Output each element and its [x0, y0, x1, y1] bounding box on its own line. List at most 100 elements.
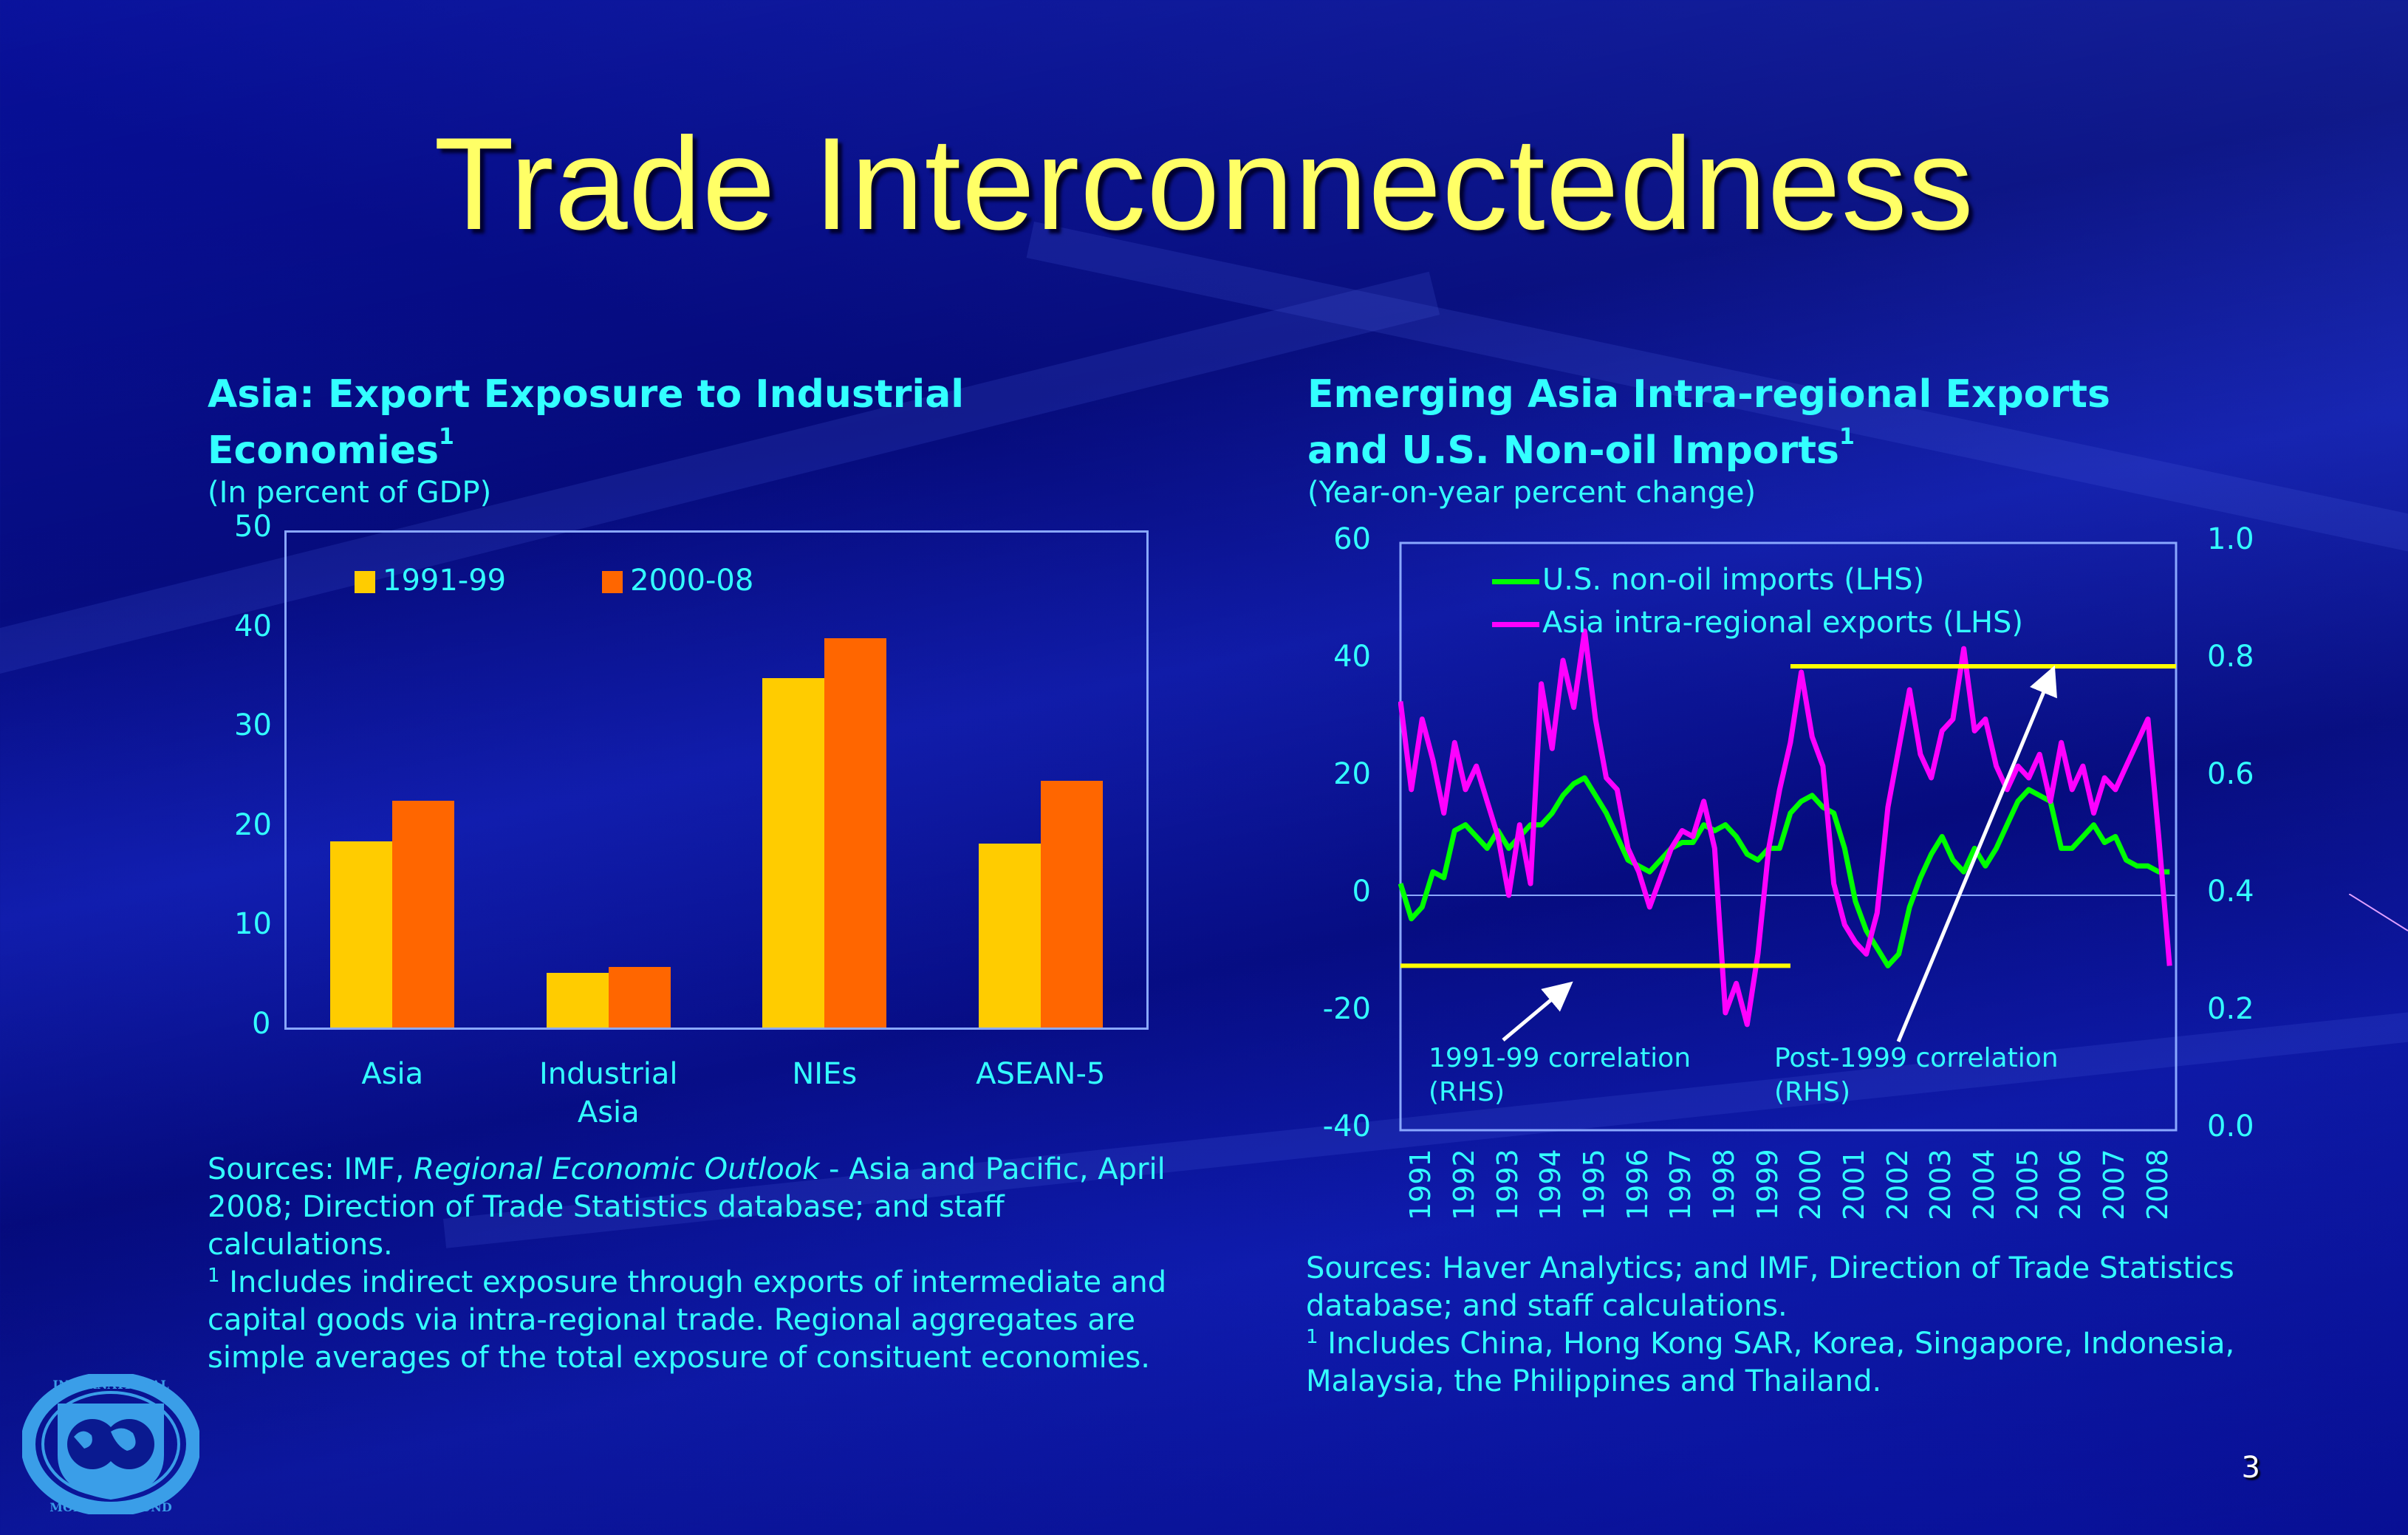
bar-2000-08: [824, 638, 887, 1028]
annotation-text: Post-1999 correlation: [1774, 1043, 2059, 1073]
x-tick-label: ASEAN-5: [930, 1055, 1152, 1093]
legend-label: 2000-08: [630, 564, 754, 598]
sources-text: Sources: Haver Analytics; and IMF, Direc…: [1306, 1251, 2234, 1323]
legend-label: U.S. non-oil imports (LHS): [1542, 563, 1925, 597]
bar-2000-08: [392, 801, 455, 1028]
annotation-text: (RHS): [1774, 1077, 1851, 1107]
legend-swatch-icon: [602, 571, 623, 593]
left-chart-title-line1: Asia: Export Exposure to Industrial: [208, 372, 965, 417]
footnote-marker: 1: [439, 424, 454, 450]
x-tick-label-line: Asia: [361, 1057, 424, 1091]
series-line-0: [1398, 775, 2170, 968]
slide-title: Trade Interconnectedness: [434, 110, 1974, 257]
sources-text: - Asia and Pacific, April 2008; Directio…: [208, 1152, 1166, 1262]
bar-1991-99: [762, 677, 825, 1028]
footnote-text: Includes indirect exposure through expor…: [208, 1265, 1167, 1375]
y-left-tick-label: 40: [1333, 640, 1371, 674]
x-tick-label: 1996: [1621, 1149, 1654, 1220]
left-chart-title-line2: Economies1: [208, 423, 964, 479]
right-chart-subtitle: (Year-on-year percent change): [1307, 476, 1757, 510]
x-tick-label: 1999: [1751, 1149, 1784, 1220]
x-tick-label-line: ASEAN-5: [976, 1057, 1106, 1091]
footnote-marker: 1: [1839, 424, 1855, 450]
page-number: 3: [2241, 1451, 2260, 1485]
y-right-tick-label: 0.6: [2207, 757, 2254, 791]
x-tick-label: 2000: [1794, 1149, 1827, 1220]
left-chart-title: Asia: Export Exposure to Industrial Econ…: [208, 366, 964, 479]
right-chart-plot-area: [1398, 541, 2178, 1132]
x-tick-label: 2002: [1881, 1149, 1914, 1220]
x-tick-label: 1991: [1404, 1149, 1437, 1220]
annotation-arrow-2: [1896, 665, 2057, 1042]
y-right-tick-label: 0.0: [2207, 1110, 2254, 1143]
y-right-tick-label: 0.2: [2207, 992, 2254, 1026]
sources-text: Sources: IMF,: [208, 1152, 414, 1186]
left-chart-bars: [287, 533, 1146, 1028]
x-tick-label: 2003: [1924, 1149, 1957, 1220]
y-right-tick-label: 0.4: [2207, 875, 2254, 909]
legend-label: 1991-99: [383, 564, 507, 598]
bar-1991-99: [978, 843, 1041, 1028]
x-tick-label: NIEs: [714, 1055, 935, 1093]
right-chart-sources: Sources: Haver Analytics; and IMF, Direc…: [1306, 1250, 2237, 1401]
x-tick-label: 1993: [1491, 1149, 1524, 1220]
y-tick-label: 50: [234, 510, 272, 544]
series-line-1: [1398, 628, 2172, 1028]
sources-italic-title: Regional Economic Outlook: [414, 1152, 820, 1186]
annotation-text: (RHS): [1429, 1077, 1505, 1107]
left-chart-legend: 1991-99 2000-08: [355, 564, 753, 598]
legend-label: Asia intra-regional exports (LHS): [1542, 606, 2024, 640]
right-chart-legend: U.S. non-oil imports (LHS) Asia intra-reg…: [1492, 558, 2023, 644]
x-tick-label: 2006: [2054, 1149, 2087, 1220]
x-tick-label-line: Asia: [577, 1095, 640, 1129]
legend-line-icon: [1492, 578, 1539, 584]
footnote-marker: 1: [1306, 1326, 1318, 1348]
legend-line-icon: [1492, 621, 1539, 627]
left-chart-sources: Sources: IMF, Regional Economic Outlook …: [208, 1151, 1168, 1377]
svg-text:MONETARY FUND: MONETARY FUND: [49, 1500, 172, 1514]
y-tick-label: 10: [234, 907, 272, 942]
annotation-arrow-1: [1502, 981, 1573, 1042]
svg-text:INTERNATIONAL: INTERNATIONAL: [52, 1378, 168, 1392]
y-left-tick-label: -20: [1322, 992, 1371, 1026]
bar-2000-08: [608, 967, 671, 1028]
y-tick-label: 40: [234, 609, 272, 643]
y-right-tick-label: 1.0: [2207, 522, 2254, 556]
bar-1991-99: [330, 841, 393, 1028]
y-left-tick-label: -40: [1322, 1110, 1371, 1143]
x-tick-label: 1995: [1577, 1149, 1610, 1220]
annotation-1991-99-correlation: 1991-99 correlation (RHS): [1429, 1042, 1691, 1110]
y-right-tick-label: 0.8: [2207, 640, 2254, 674]
legend-item: 1991-99: [355, 564, 506, 598]
x-tick-label-line: NIEs: [792, 1057, 858, 1091]
bar-2000-08: [1040, 781, 1103, 1028]
x-tick-label: 2008: [2141, 1149, 2174, 1220]
y-tick-label: 30: [234, 708, 272, 743]
x-tick-label: Industrial Asia: [498, 1055, 719, 1132]
legend-item: Asia intra-regional exports (LHS): [1492, 601, 2023, 644]
legend-item: U.S. non-oil imports (LHS): [1492, 558, 2023, 601]
y-tick-label: 0: [252, 1007, 271, 1041]
left-chart-subtitle: (In percent of GDP): [208, 476, 492, 510]
plot-frame: [1399, 541, 2178, 1132]
x-tick-label: Asia: [281, 1055, 503, 1093]
x-tick-label-line: Industrial: [538, 1057, 678, 1091]
x-tick-label: 1992: [1447, 1149, 1480, 1220]
y-left-tick-label: 60: [1333, 522, 1371, 556]
imf-logo-icon: INTERNATIONAL MONETARY FUND: [22, 1374, 199, 1514]
x-tick-label: 2001: [1837, 1149, 1870, 1220]
x-tick-label: 2007: [2097, 1149, 2130, 1220]
x-tick-label: 2005: [2011, 1149, 2044, 1220]
x-tick-label: 1994: [1534, 1149, 1567, 1220]
x-tick-label: 1997: [1664, 1149, 1697, 1220]
footnote-marker: 1: [208, 1265, 220, 1287]
y-tick-label: 20: [234, 807, 272, 842]
left-chart-plot-area: 1991-99 2000-08: [284, 530, 1149, 1030]
x-tick-label: 2004: [1967, 1149, 2000, 1220]
annotation-post-1999-correlation: Post-1999 correlation (RHS): [1774, 1042, 2059, 1110]
x-tick-label: 1998: [1707, 1149, 1740, 1220]
bar-1991-99: [546, 973, 609, 1028]
right-chart-title-line1: Emerging Asia Intra-regional Exports: [1307, 372, 2110, 417]
left-chart-title-text: Economies: [208, 428, 439, 473]
right-chart-title: Emerging Asia Intra-regional Exports and…: [1307, 366, 2110, 479]
